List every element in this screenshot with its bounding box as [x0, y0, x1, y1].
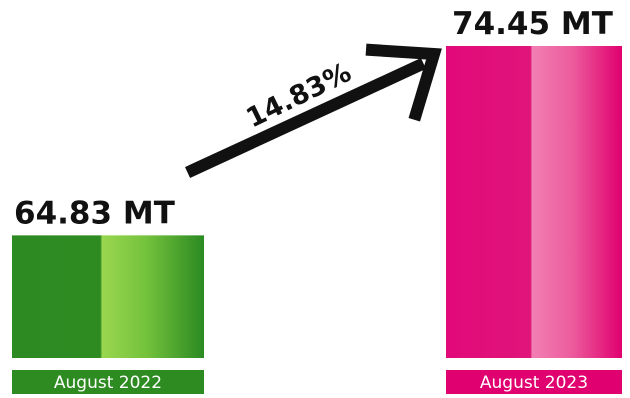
value-label-august-2022: 64.83 MT — [14, 195, 175, 231]
growth-arrow-shaft — [185, 58, 426, 178]
category-tag-august-2022 — [12, 370, 204, 394]
bar-august-2022 — [12, 235, 204, 358]
bar-august-2023 — [446, 46, 622, 358]
category-label-august-2023: August 2023 — [480, 373, 588, 393]
value-label-august-2023: 74.45 MT — [452, 6, 613, 42]
growth-arrow — [185, 43, 442, 178]
growth-arrow-head — [365, 43, 442, 122]
category-tag-august-2023 — [446, 370, 622, 394]
category-label-august-2022: August 2022 — [54, 373, 162, 393]
